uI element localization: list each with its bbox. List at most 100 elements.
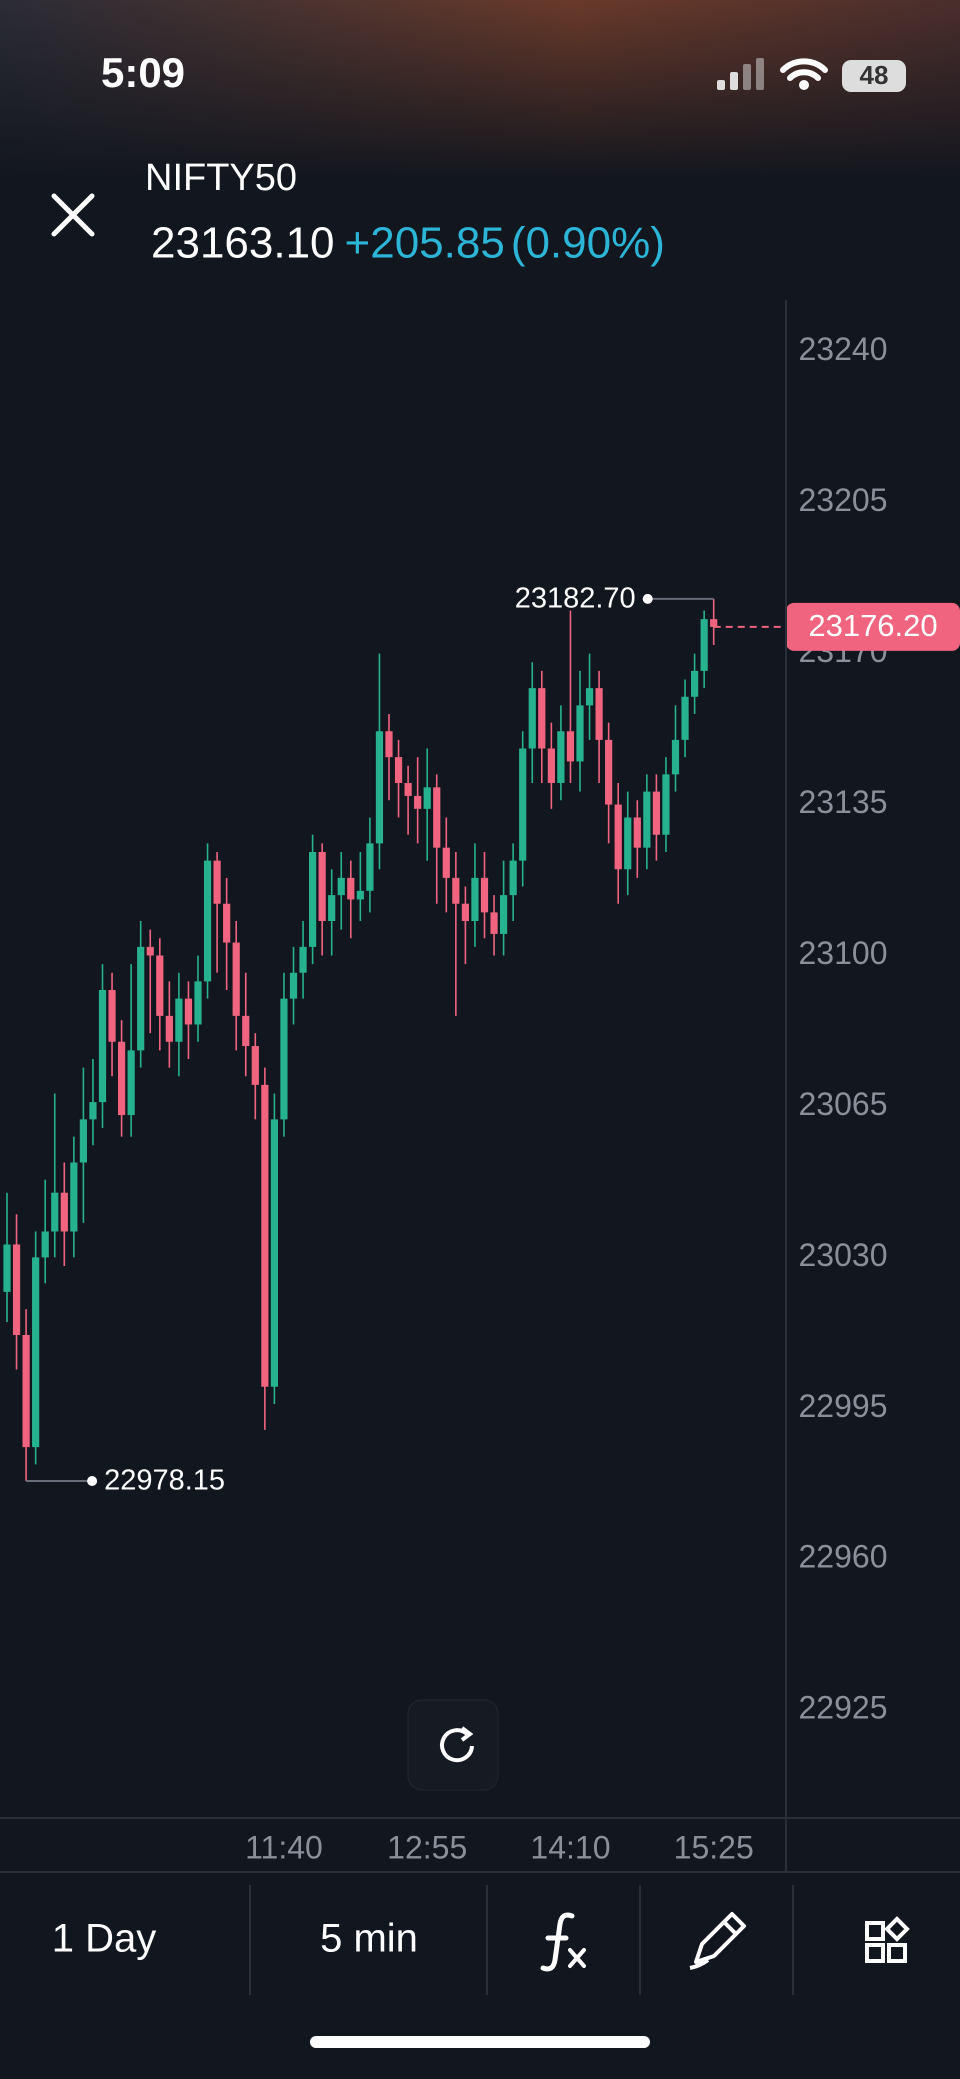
candle-body [461,903,469,921]
home-indicator [310,2036,650,2048]
layout-button[interactable] [865,1916,910,1963]
y-tick-label: 22925 [799,1690,888,1726]
candle-body [232,942,240,1016]
candle-body [366,843,374,891]
candle-body [595,688,603,740]
y-tick-label: 23135 [799,784,888,820]
current-price-label: 23176.20 [808,608,937,643]
y-tick-label: 23205 [799,482,888,518]
candle-body [547,748,555,783]
signal-icon [717,58,764,90]
candle-body [700,619,708,671]
last-price: 23163.10 [151,219,335,268]
wifi-icon [780,58,828,81]
candle-body [137,946,145,1051]
y-tick-label: 23065 [799,1086,888,1122]
high-marker-label: 23182.70 [515,583,636,615]
price-change-pct: (0.90%) [511,219,665,268]
candle-body [414,795,422,809]
candle-body [337,877,345,896]
candle-body [375,731,384,844]
candle-body [270,1119,278,1387]
candle-body [127,1050,135,1116]
candle-body [509,860,517,896]
candle-body [691,670,699,697]
indicator-button[interactable] [540,1912,586,1972]
candle-body [347,877,355,900]
battery-level: 48 [860,60,889,90]
price-change: +205.85 [345,219,505,268]
candle-body [471,877,479,921]
candle-body [528,688,536,749]
refresh-icon [440,1728,474,1763]
candle-body [3,1244,11,1292]
y-tick-label: 23240 [799,331,888,367]
battery-icon [842,60,906,92]
candle-body [643,791,651,848]
candle-body [12,1244,21,1335]
candle-body [585,688,594,706]
low-marker-dot [87,1475,98,1486]
wifi-dot [799,80,809,90]
candle-body [633,817,641,848]
refresh-arrow [460,1726,474,1742]
symbol: NIFTY50 [145,157,297,199]
candle-body [309,852,317,947]
candle-body [108,990,116,1042]
candle-body [184,998,193,1025]
candle-body [423,787,431,809]
candle-body [538,688,546,749]
candle-body [280,998,288,1120]
x-tick-label: 11:40 [245,1829,323,1865]
candle-body [203,860,212,982]
candle-body [566,731,575,762]
candle-body [681,696,689,740]
candle-body [251,1046,259,1085]
candle-body [480,877,489,913]
candle-body [32,1257,40,1448]
candle-body [70,1162,78,1232]
candle-body [98,990,107,1103]
candle-body [557,731,565,783]
high-marker-dot [642,593,653,604]
candle-body [175,998,183,1042]
x-tick-label: 12:55 [387,1829,467,1865]
candle-body [576,705,584,762]
current-price-box [786,602,960,651]
interval-button[interactable]: 5 min [320,1917,418,1961]
candle-body [22,1335,30,1448]
refresh-button[interactable] [407,1699,499,1791]
candle-body [385,731,393,758]
candle-body [79,1119,87,1163]
candle-body [652,791,660,835]
candle-body [452,877,460,904]
candle-body [165,1015,173,1042]
candle-body [490,912,498,934]
candle-body [213,860,221,904]
candle-body [194,981,202,1025]
candle-body [146,946,154,956]
candle-body [624,817,632,870]
draw-button[interactable] [689,1912,746,1970]
candle-body [662,774,670,835]
candle-body [118,1041,126,1116]
candle-body [156,955,164,1016]
candle-body [442,847,450,878]
candle-body [614,804,622,870]
candle-body [605,739,613,805]
candle-body [242,1015,250,1047]
candle-body [41,1231,49,1258]
range-button[interactable]: 1 Day [52,1917,157,1961]
candle-body [500,895,508,934]
candle-body [89,1102,97,1120]
candle-body [318,852,326,921]
candle-body [356,890,364,900]
close-button[interactable] [51,193,95,237]
y-tick-label: 22995 [799,1388,888,1424]
status-time: 5:09 [101,49,185,96]
candle-body [433,787,441,848]
x-tick-label: 15:25 [674,1829,754,1865]
candle-body [289,972,298,999]
candle-body [710,619,718,627]
